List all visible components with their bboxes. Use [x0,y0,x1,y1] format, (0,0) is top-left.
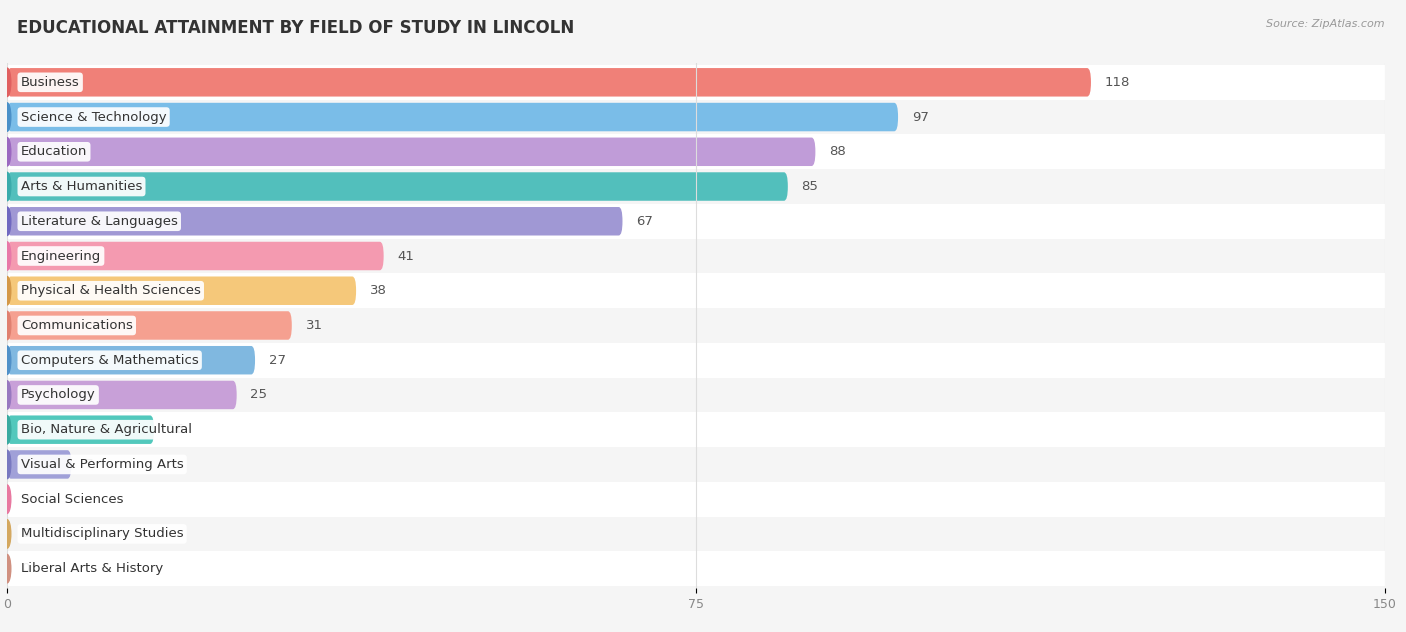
FancyBboxPatch shape [7,450,72,478]
Circle shape [3,68,11,97]
Text: Education: Education [21,145,87,158]
FancyBboxPatch shape [7,380,236,409]
Text: Source: ZipAtlas.com: Source: ZipAtlas.com [1267,19,1385,29]
Text: 16: 16 [167,423,184,436]
Text: Engineering: Engineering [21,250,101,262]
Circle shape [3,138,11,166]
FancyBboxPatch shape [7,276,356,305]
Bar [7,239,1385,274]
Circle shape [3,554,11,583]
Bar [7,343,1385,377]
Bar [7,516,1385,551]
Text: 67: 67 [637,215,654,228]
Text: Physical & Health Sciences: Physical & Health Sciences [21,284,201,297]
Text: Science & Technology: Science & Technology [21,111,166,123]
FancyBboxPatch shape [7,207,623,236]
Text: 88: 88 [830,145,846,158]
FancyBboxPatch shape [7,311,292,340]
Text: 31: 31 [305,319,322,332]
Circle shape [3,173,11,201]
Circle shape [3,276,11,305]
Text: Computers & Mathematics: Computers & Mathematics [21,354,198,367]
Text: Psychology: Psychology [21,389,96,401]
Bar [7,100,1385,135]
Bar [7,65,1385,100]
FancyBboxPatch shape [7,242,384,270]
Text: 25: 25 [250,389,267,401]
Bar [7,412,1385,447]
Text: Business: Business [21,76,80,89]
Text: 0: 0 [21,562,30,575]
Text: 0: 0 [21,528,30,540]
Text: 7: 7 [86,458,94,471]
Text: Liberal Arts & History: Liberal Arts & History [21,562,163,575]
FancyBboxPatch shape [7,346,254,375]
Text: Bio, Nature & Agricultural: Bio, Nature & Agricultural [21,423,191,436]
Circle shape [3,520,11,548]
FancyBboxPatch shape [7,138,815,166]
Bar [7,551,1385,586]
Bar [7,135,1385,169]
Bar [7,482,1385,516]
Text: Visual & Performing Arts: Visual & Performing Arts [21,458,184,471]
Text: 85: 85 [801,180,818,193]
FancyBboxPatch shape [7,173,787,201]
Circle shape [3,450,11,478]
Text: Literature & Languages: Literature & Languages [21,215,177,228]
Bar [7,274,1385,308]
Text: Arts & Humanities: Arts & Humanities [21,180,142,193]
Bar [7,169,1385,204]
FancyBboxPatch shape [7,415,155,444]
Text: Social Sciences: Social Sciences [21,493,124,506]
Text: 0: 0 [21,493,30,506]
Text: 27: 27 [269,354,285,367]
Text: 118: 118 [1105,76,1130,89]
Bar [7,447,1385,482]
Circle shape [3,415,11,444]
Text: Multidisciplinary Studies: Multidisciplinary Studies [21,528,183,540]
Circle shape [3,207,11,236]
Text: 97: 97 [912,111,929,123]
Circle shape [3,311,11,340]
Circle shape [3,103,11,131]
Circle shape [3,485,11,513]
FancyBboxPatch shape [7,103,898,131]
FancyBboxPatch shape [7,68,1091,97]
Bar [7,308,1385,343]
Circle shape [3,380,11,409]
Circle shape [3,242,11,270]
Text: Communications: Communications [21,319,132,332]
Text: EDUCATIONAL ATTAINMENT BY FIELD OF STUDY IN LINCOLN: EDUCATIONAL ATTAINMENT BY FIELD OF STUDY… [17,19,574,37]
Text: 41: 41 [398,250,415,262]
Circle shape [3,346,11,375]
Text: 38: 38 [370,284,387,297]
Bar [7,377,1385,412]
Bar [7,204,1385,239]
